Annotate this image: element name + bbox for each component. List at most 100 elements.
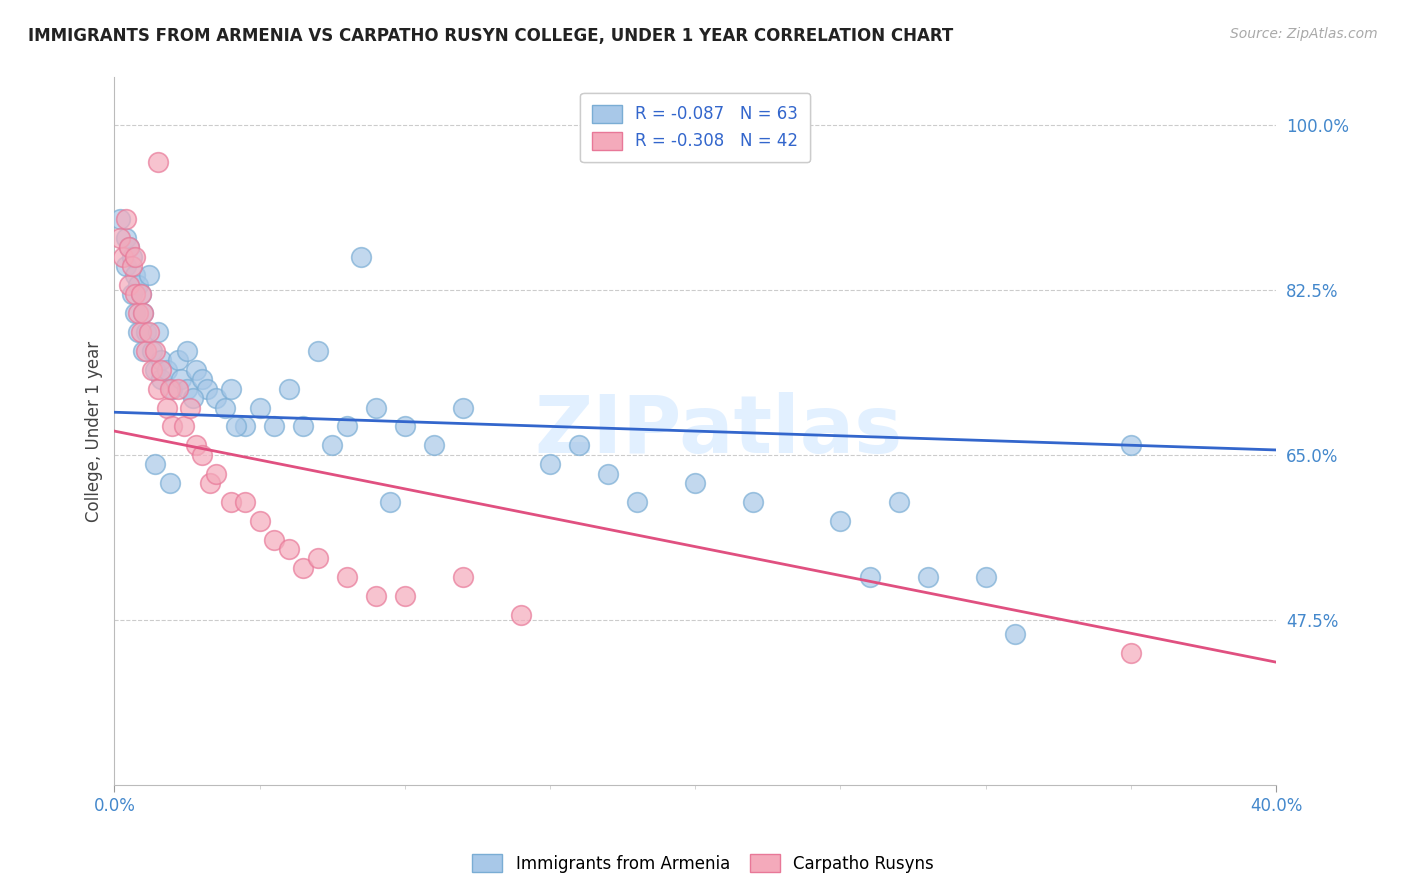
Point: [1119, 438, 1142, 452]
Point: [110, 211, 132, 226]
Point: [176, 382, 198, 396]
Point: [162, 419, 184, 434]
Legend: R = -0.087   N = 63, R = -0.308   N = 42: R = -0.087 N = 63, R = -0.308 N = 42: [581, 93, 810, 161]
Point: [205, 467, 228, 481]
Point: [249, 514, 271, 528]
Point: [225, 419, 247, 434]
Point: [121, 250, 143, 264]
Point: [124, 250, 146, 264]
Point: [129, 287, 152, 301]
Point: [127, 306, 149, 320]
Point: [249, 401, 271, 415]
Point: [135, 325, 157, 339]
Point: [138, 325, 160, 339]
Point: [214, 401, 236, 415]
Point: [887, 495, 910, 509]
Point: [190, 448, 212, 462]
Point: [394, 589, 416, 603]
Point: [121, 259, 143, 273]
Point: [200, 475, 222, 490]
Point: [127, 277, 149, 292]
Point: [118, 240, 141, 254]
Point: [233, 495, 256, 509]
Point: [394, 419, 416, 434]
Point: [143, 457, 166, 471]
Point: [1004, 627, 1026, 641]
Point: [156, 363, 179, 377]
Point: [598, 467, 620, 481]
Point: [167, 353, 190, 368]
Y-axis label: College, Under 1 year: College, Under 1 year: [86, 341, 103, 522]
Point: [110, 231, 132, 245]
Text: ZIPatlas: ZIPatlas: [534, 392, 903, 470]
Point: [132, 306, 155, 320]
Point: [129, 325, 152, 339]
Point: [138, 268, 160, 283]
Point: [156, 401, 179, 415]
Point: [115, 211, 138, 226]
Point: [124, 287, 146, 301]
Point: [307, 551, 329, 566]
Point: [830, 514, 852, 528]
Point: [380, 495, 402, 509]
Point: [115, 259, 138, 273]
Point: [132, 306, 155, 320]
Point: [307, 343, 329, 358]
Point: [858, 570, 880, 584]
Point: [538, 457, 561, 471]
Point: [974, 570, 997, 584]
Point: [219, 495, 242, 509]
Point: [263, 419, 285, 434]
Point: [510, 607, 533, 622]
Point: [115, 231, 138, 245]
Point: [167, 382, 190, 396]
Point: [1119, 646, 1142, 660]
Point: [146, 155, 169, 169]
Point: [141, 343, 163, 358]
Point: [146, 382, 169, 396]
Point: [146, 325, 169, 339]
Point: [205, 391, 228, 405]
Legend: Immigrants from Armenia, Carpatho Rusyns: Immigrants from Armenia, Carpatho Rusyns: [465, 847, 941, 880]
Text: Source: ZipAtlas.com: Source: ZipAtlas.com: [1230, 27, 1378, 41]
Point: [149, 353, 172, 368]
Point: [683, 475, 706, 490]
Point: [179, 401, 201, 415]
Point: [195, 382, 218, 396]
Point: [364, 401, 387, 415]
Point: [173, 419, 195, 434]
Point: [124, 306, 146, 320]
Point: [184, 363, 207, 377]
Point: [277, 541, 299, 556]
Point: [451, 570, 474, 584]
Point: [219, 382, 242, 396]
Point: [143, 343, 166, 358]
Text: IMMIGRANTS FROM ARMENIA VS CARPATHO RUSYN COLLEGE, UNDER 1 YEAR CORRELATION CHAR: IMMIGRANTS FROM ARMENIA VS CARPATHO RUSY…: [28, 27, 953, 45]
Point: [141, 363, 163, 377]
Point: [181, 391, 204, 405]
Point: [159, 382, 181, 396]
Point: [149, 372, 172, 386]
Point: [159, 475, 181, 490]
Point: [176, 343, 198, 358]
Point: [112, 250, 135, 264]
Point: [143, 363, 166, 377]
Point: [742, 495, 765, 509]
Point: [184, 438, 207, 452]
Point: [292, 561, 315, 575]
Point: [118, 277, 141, 292]
Point: [263, 533, 285, 547]
Point: [277, 382, 299, 396]
Point: [132, 343, 155, 358]
Point: [121, 287, 143, 301]
Point: [321, 438, 343, 452]
Point: [568, 438, 591, 452]
Point: [124, 268, 146, 283]
Point: [364, 589, 387, 603]
Point: [149, 363, 172, 377]
Point: [336, 419, 359, 434]
Point: [118, 240, 141, 254]
Point: [350, 250, 373, 264]
Point: [336, 570, 359, 584]
Point: [233, 419, 256, 434]
